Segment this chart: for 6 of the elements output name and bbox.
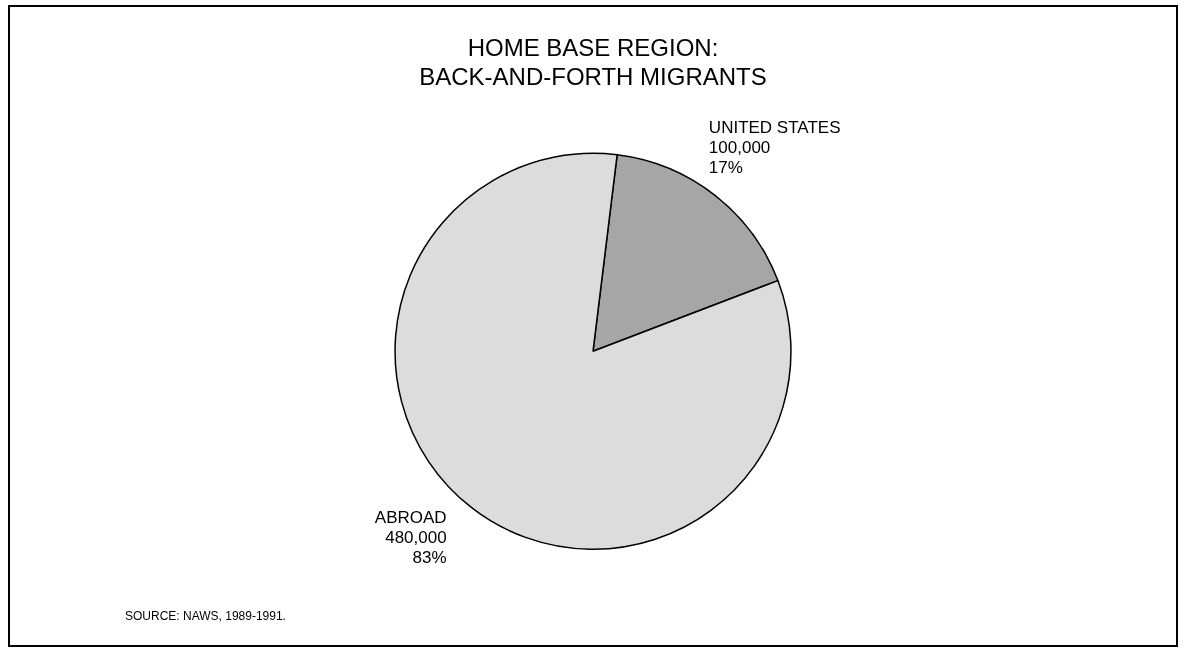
chart-title: HOME BASE REGION: BACK-AND-FORTH MIGRANTS — [419, 34, 767, 90]
data-label: 480,000 83% — [385, 528, 447, 568]
slice-label: UNITED STATES — [708, 118, 841, 138]
source-note: SOURCE: NAWS, 1989-1991. — [125, 609, 286, 624]
slice-label: ABROAD — [374, 508, 447, 528]
data-label: 100,000 17% — [708, 138, 771, 178]
